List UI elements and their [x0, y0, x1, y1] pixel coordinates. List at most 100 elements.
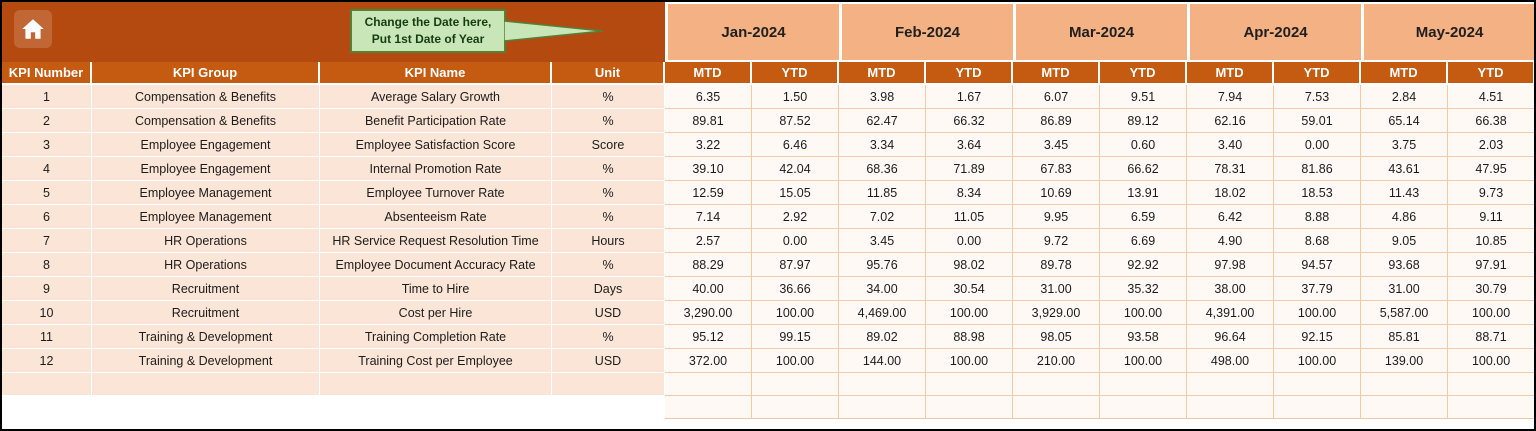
- kpi-value-cell[interactable]: 6.59: [1100, 205, 1188, 229]
- kpi-value-cell[interactable]: 498.00: [1187, 349, 1275, 373]
- kpi-value-cell[interactable]: 96.64: [1187, 325, 1275, 349]
- empty-ghost-cell[interactable]: [92, 396, 320, 419]
- home-button[interactable]: [14, 10, 52, 48]
- kpi-value-cell[interactable]: 6.35: [665, 85, 752, 109]
- kpi-value-cell[interactable]: 89.02: [839, 325, 926, 349]
- kpi-number-cell[interactable]: 12: [2, 349, 92, 373]
- kpi-value-cell[interactable]: 6.69: [1100, 229, 1188, 253]
- kpi-value-cell[interactable]: 89.81: [665, 109, 752, 133]
- kpi-value-cell[interactable]: 68.36: [839, 157, 926, 181]
- kpi-value-cell[interactable]: 4,469.00: [839, 301, 926, 325]
- kpi-value-cell[interactable]: 3,929.00: [1013, 301, 1101, 325]
- month-header[interactable]: Jan-2024: [665, 2, 839, 62]
- kpi-value-cell[interactable]: 42.04: [752, 157, 839, 181]
- empty-value-cell[interactable]: [1100, 373, 1188, 396]
- kpi-value-cell[interactable]: 93.68: [1361, 253, 1449, 277]
- kpi-value-cell[interactable]: 2.92: [752, 205, 839, 229]
- kpi-value-cell[interactable]: 95.76: [839, 253, 926, 277]
- kpi-value-cell[interactable]: 0.60: [1100, 133, 1188, 157]
- kpi-value-cell[interactable]: 3.45: [1013, 133, 1101, 157]
- mtd-header[interactable]: MTD: [665, 62, 752, 85]
- kpi-group-cell[interactable]: Recruitment: [92, 301, 320, 325]
- kpi-group-header[interactable]: KPI Group: [92, 62, 320, 85]
- kpi-name-cell[interactable]: Internal Promotion Rate: [320, 157, 552, 181]
- kpi-value-cell[interactable]: 88.71: [1448, 325, 1534, 349]
- kpi-unit-cell[interactable]: %: [552, 253, 665, 277]
- empty-ghost-cell[interactable]: [552, 396, 665, 419]
- kpi-unit-cell[interactable]: Days: [552, 277, 665, 301]
- kpi-number-cell[interactable]: 5: [2, 181, 92, 205]
- kpi-value-cell[interactable]: 6.42: [1187, 205, 1275, 229]
- kpi-unit-cell[interactable]: Hours: [552, 229, 665, 253]
- kpi-value-cell[interactable]: 2.03: [1448, 133, 1534, 157]
- kpi-value-cell[interactable]: 100.00: [1274, 349, 1362, 373]
- kpi-value-cell[interactable]: 2.84: [1361, 85, 1449, 109]
- kpi-value-cell[interactable]: 62.47: [839, 109, 926, 133]
- mtd-header[interactable]: MTD: [1187, 62, 1275, 85]
- kpi-number-cell[interactable]: 4: [2, 157, 92, 181]
- kpi-value-cell[interactable]: 9.51: [1100, 85, 1188, 109]
- month-header[interactable]: Feb-2024: [839, 2, 1014, 62]
- empty-value-cell[interactable]: [665, 373, 752, 396]
- kpi-name-cell[interactable]: Average Salary Growth: [320, 85, 552, 109]
- kpi-value-cell[interactable]: 9.72: [1013, 229, 1101, 253]
- kpi-value-cell[interactable]: 11.85: [839, 181, 926, 205]
- empty-value-cell[interactable]: [1100, 396, 1188, 419]
- kpi-value-cell[interactable]: 372.00: [665, 349, 752, 373]
- kpi-value-cell[interactable]: 66.62: [1100, 157, 1188, 181]
- kpi-value-cell[interactable]: 88.29: [665, 253, 752, 277]
- kpi-group-cell[interactable]: HR Operations: [92, 253, 320, 277]
- kpi-value-cell[interactable]: 35.32: [1100, 277, 1188, 301]
- empty-value-cell[interactable]: [1187, 373, 1275, 396]
- kpi-value-cell[interactable]: 5,587.00: [1361, 301, 1449, 325]
- kpi-group-cell[interactable]: Training & Development: [92, 325, 320, 349]
- empty-value-cell[interactable]: [1361, 396, 1449, 419]
- empty-value-cell[interactable]: [926, 396, 1014, 419]
- empty-value-cell[interactable]: [752, 396, 839, 419]
- month-header[interactable]: Apr-2024: [1187, 2, 1362, 62]
- kpi-value-cell[interactable]: 100.00: [1274, 301, 1362, 325]
- kpi-value-cell[interactable]: 78.31: [1187, 157, 1275, 181]
- kpi-value-cell[interactable]: 100.00: [926, 349, 1014, 373]
- empty-value-cell[interactable]: [1274, 373, 1362, 396]
- ytd-header[interactable]: YTD: [1274, 62, 1362, 85]
- kpi-value-cell[interactable]: 3,290.00: [665, 301, 752, 325]
- kpi-value-cell[interactable]: 98.05: [1013, 325, 1101, 349]
- kpi-value-cell[interactable]: 100.00: [1448, 301, 1534, 325]
- empty-value-cell[interactable]: [1013, 396, 1101, 419]
- unit-header[interactable]: Unit: [552, 62, 665, 85]
- kpi-value-cell[interactable]: 37.79: [1274, 277, 1362, 301]
- kpi-value-cell[interactable]: 15.05: [752, 181, 839, 205]
- kpi-value-cell[interactable]: 62.16: [1187, 109, 1275, 133]
- kpi-name-cell[interactable]: Absenteeism Rate: [320, 205, 552, 229]
- empty-value-cell[interactable]: [665, 396, 752, 419]
- kpi-name-cell[interactable]: Employee Document Accuracy Rate: [320, 253, 552, 277]
- kpi-number-cell[interactable]: 10: [2, 301, 92, 325]
- kpi-value-cell[interactable]: 12.59: [665, 181, 752, 205]
- empty-left-cell[interactable]: [92, 373, 320, 396]
- kpi-value-cell[interactable]: 92.92: [1100, 253, 1188, 277]
- kpi-value-cell[interactable]: 9.11: [1448, 205, 1534, 229]
- kpi-number-cell[interactable]: 11: [2, 325, 92, 349]
- kpi-group-cell[interactable]: Employee Engagement: [92, 133, 320, 157]
- kpi-value-cell[interactable]: 30.79: [1448, 277, 1534, 301]
- kpi-value-cell[interactable]: 99.15: [752, 325, 839, 349]
- kpi-number-cell[interactable]: 2: [2, 109, 92, 133]
- empty-value-cell[interactable]: [1187, 396, 1275, 419]
- kpi-value-cell[interactable]: 6.46: [752, 133, 839, 157]
- kpi-value-cell[interactable]: 87.97: [752, 253, 839, 277]
- kpi-value-cell[interactable]: 144.00: [839, 349, 926, 373]
- empty-left-cell[interactable]: [552, 373, 665, 396]
- kpi-value-cell[interactable]: 93.58: [1100, 325, 1188, 349]
- empty-value-cell[interactable]: [1448, 373, 1534, 396]
- kpi-value-cell[interactable]: 4,391.00: [1187, 301, 1275, 325]
- kpi-value-cell[interactable]: 97.91: [1448, 253, 1534, 277]
- kpi-value-cell[interactable]: 89.78: [1013, 253, 1101, 277]
- kpi-name-header[interactable]: KPI Name: [320, 62, 552, 85]
- kpi-value-cell[interactable]: 98.02: [926, 253, 1014, 277]
- kpi-value-cell[interactable]: 66.32: [926, 109, 1014, 133]
- kpi-name-cell[interactable]: HR Service Request Resolution Time: [320, 229, 552, 253]
- kpi-number-header[interactable]: KPI Number: [2, 62, 92, 85]
- kpi-value-cell[interactable]: 4.90: [1187, 229, 1275, 253]
- kpi-unit-cell[interactable]: Score: [552, 133, 665, 157]
